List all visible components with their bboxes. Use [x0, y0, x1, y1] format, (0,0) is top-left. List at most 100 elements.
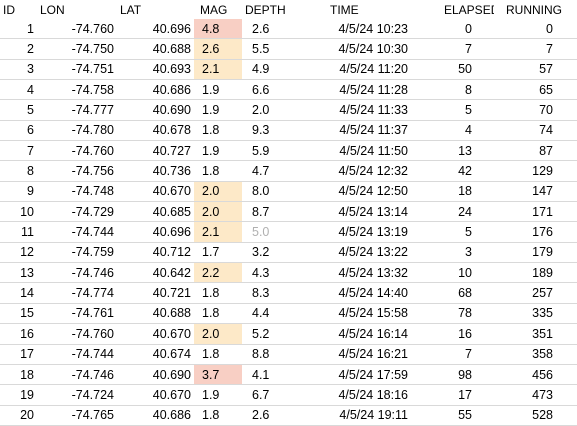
- cell-id[interactable]: 15: [0, 303, 37, 325]
- cell-running[interactable]: 351: [494, 323, 577, 345]
- cell-lat[interactable]: 40.688: [117, 303, 194, 325]
- cell-lon[interactable]: -74.765: [37, 405, 117, 426]
- cell-time[interactable]: 4/5/24 17:59: [298, 364, 414, 386]
- cell-depth[interactable]: 6.7: [242, 384, 298, 406]
- cell-lat[interactable]: 40.686: [117, 405, 194, 426]
- cell-lat[interactable]: 40.712: [117, 242, 194, 264]
- cell-elapsed[interactable]: 18: [414, 181, 494, 203]
- cell-depth[interactable]: 4.4: [242, 303, 298, 325]
- cell-running[interactable]: 189: [494, 262, 577, 284]
- cell-lon[interactable]: -74.729: [37, 201, 117, 223]
- cell-lon[interactable]: -74.774: [37, 282, 117, 304]
- cell-mag[interactable]: 2.0: [194, 181, 242, 203]
- table-row[interactable]: 11 -74.744 40.696 2.1 5.0 4/5/24 13:19 5 176: [0, 221, 577, 243]
- cell-elapsed[interactable]: 7: [414, 38, 494, 60]
- cell-elapsed[interactable]: 3: [414, 242, 494, 264]
- cell-id[interactable]: 20: [0, 405, 37, 426]
- cell-lon[interactable]: -74.760: [37, 140, 117, 162]
- cell-lat[interactable]: 40.736: [117, 160, 194, 182]
- table-row[interactable]: 3 -74.751 40.693 2.1 4.9 4/5/24 11:20 50 57: [0, 59, 577, 81]
- table-row[interactable]: 4 -74.758 40.686 1.9 6.6 4/5/24 11:28 8 65: [0, 79, 577, 101]
- cell-elapsed[interactable]: 50: [414, 59, 494, 81]
- cell-running[interactable]: 57: [494, 59, 577, 81]
- cell-lat[interactable]: 40.685: [117, 201, 194, 223]
- cell-lon[interactable]: -74.746: [37, 364, 117, 386]
- cell-lon[interactable]: -74.758: [37, 79, 117, 101]
- cell-lat[interactable]: 40.690: [117, 99, 194, 121]
- cell-time[interactable]: 4/5/24 12:32: [298, 160, 414, 182]
- cell-depth[interactable]: 2.0: [242, 99, 298, 121]
- cell-depth[interactable]: 6.6: [242, 79, 298, 101]
- cell-depth[interactable]: 2.6: [242, 405, 298, 426]
- cell-depth[interactable]: 2.6: [242, 19, 298, 40]
- cell-mag[interactable]: 1.9: [194, 79, 242, 101]
- cell-running[interactable]: 335: [494, 303, 577, 325]
- cell-id[interactable]: 12: [0, 242, 37, 264]
- cell-running[interactable]: 257: [494, 282, 577, 304]
- cell-id[interactable]: 4: [0, 79, 37, 101]
- cell-running[interactable]: 0: [494, 19, 577, 40]
- table-row[interactable]: 5 -74.777 40.690 1.9 2.0 4/5/24 11:33 5 70: [0, 99, 577, 121]
- cell-elapsed[interactable]: 98: [414, 364, 494, 386]
- cell-mag[interactable]: 1.9: [194, 99, 242, 121]
- table-row[interactable]: 13 -74.746 40.642 2.2 4.3 4/5/24 13:32 10 189: [0, 262, 577, 284]
- cell-time[interactable]: 4/5/24 13:14: [298, 201, 414, 223]
- cell-mag[interactable]: 1.8: [194, 282, 242, 304]
- cell-lon[interactable]: -74.724: [37, 384, 117, 406]
- cell-depth[interactable]: 8.7: [242, 201, 298, 223]
- cell-mag[interactable]: 2.0: [194, 201, 242, 223]
- cell-time[interactable]: 4/5/24 11:33: [298, 99, 414, 121]
- table-row[interactable]: 18 -74.746 40.690 3.7 4.1 4/5/24 17:59 98 456: [0, 364, 577, 386]
- table-row[interactable]: 20 -74.765 40.686 1.8 2.6 4/5/24 19:11 55 528: [0, 405, 577, 426]
- cell-mag[interactable]: 1.8: [194, 344, 242, 365]
- cell-id[interactable]: 1: [0, 19, 37, 40]
- cell-lon[interactable]: -74.744: [37, 221, 117, 243]
- cell-elapsed[interactable]: 0: [414, 19, 494, 40]
- cell-id[interactable]: 17: [0, 344, 37, 365]
- cell-mag[interactable]: 4.8: [194, 19, 242, 40]
- cell-elapsed[interactable]: 4: [414, 120, 494, 142]
- cell-depth[interactable]: 5.9: [242, 140, 298, 162]
- cell-running[interactable]: 74: [494, 120, 577, 142]
- cell-running[interactable]: 147: [494, 181, 577, 203]
- cell-depth[interactable]: 5.0: [242, 221, 298, 243]
- cell-depth[interactable]: 8.0: [242, 181, 298, 203]
- column-header-id[interactable]: ID: [3, 2, 15, 17]
- cell-id[interactable]: 19: [0, 384, 37, 406]
- cell-id[interactable]: 11: [0, 221, 37, 243]
- cell-time[interactable]: 4/5/24 10:30: [298, 38, 414, 60]
- cell-elapsed[interactable]: 17: [414, 384, 494, 406]
- cell-time[interactable]: 4/5/24 19:11: [298, 405, 414, 426]
- cell-elapsed[interactable]: 42: [414, 160, 494, 182]
- cell-lon[interactable]: -74.760: [37, 19, 117, 40]
- cell-elapsed[interactable]: 13: [414, 140, 494, 162]
- cell-depth[interactable]: 4.9: [242, 59, 298, 81]
- cell-mag[interactable]: 1.7: [194, 242, 242, 264]
- cell-time[interactable]: 4/5/24 16:14: [298, 323, 414, 345]
- table-row[interactable]: 10 -74.729 40.685 2.0 8.7 4/5/24 13:14 24 171: [0, 201, 577, 223]
- cell-lat[interactable]: 40.693: [117, 59, 194, 81]
- table-row[interactable]: 17 -74.744 40.674 1.8 8.8 4/5/24 16:21 7 358: [0, 344, 577, 365]
- cell-depth[interactable]: 4.3: [242, 262, 298, 284]
- cell-running[interactable]: 456: [494, 364, 577, 386]
- cell-elapsed[interactable]: 24: [414, 201, 494, 223]
- cell-lat[interactable]: 40.696: [117, 221, 194, 243]
- cell-id[interactable]: 6: [0, 120, 37, 142]
- cell-depth[interactable]: 5.5: [242, 38, 298, 60]
- table-row[interactable]: 9 -74.748 40.670 2.0 8.0 4/5/24 12:50 18 147: [0, 181, 577, 203]
- cell-lat[interactable]: 40.721: [117, 282, 194, 304]
- cell-id[interactable]: 7: [0, 140, 37, 162]
- cell-running[interactable]: 528: [494, 405, 577, 426]
- table-row[interactable]: 1 -74.760 40.696 4.8 2.6 4/5/24 10:23 0 0: [0, 19, 577, 40]
- column-header-lon[interactable]: LON: [40, 2, 65, 17]
- cell-running[interactable]: 65: [494, 79, 577, 101]
- cell-id[interactable]: 3: [0, 59, 37, 81]
- cell-lon[interactable]: -74.777: [37, 99, 117, 121]
- table-row[interactable]: 8 -74.756 40.736 1.8 4.7 4/5/24 12:32 42 129: [0, 160, 577, 182]
- cell-time[interactable]: 4/5/24 11:50: [298, 140, 414, 162]
- cell-depth[interactable]: 5.2: [242, 323, 298, 345]
- table-row[interactable]: 15 -74.761 40.688 1.8 4.4 4/5/24 15:58 78 335: [0, 303, 577, 325]
- cell-id[interactable]: 16: [0, 323, 37, 345]
- table-row[interactable]: 16 -74.760 40.670 2.0 5.2 4/5/24 16:14 16 351: [0, 323, 577, 345]
- cell-id[interactable]: 5: [0, 99, 37, 121]
